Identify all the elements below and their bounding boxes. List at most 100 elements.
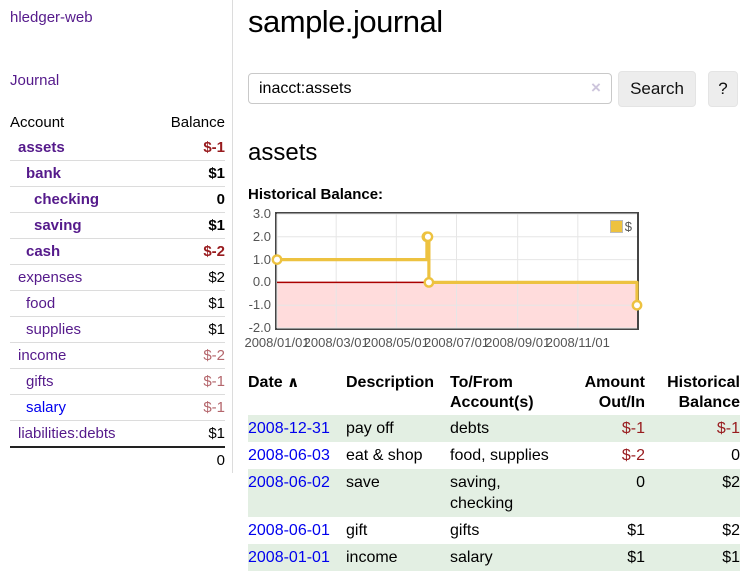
account-row-gifts: gifts $-1 <box>10 368 225 395</box>
account-row-cash: cash $-2 <box>10 238 225 265</box>
account-link[interactable]: food <box>26 295 56 312</box>
register-col-accounts: To/From Account(s) <box>450 374 534 411</box>
y-axis-tick-label: 2.0 <box>252 228 271 244</box>
y-axis-tick-label: -1.0 <box>248 297 271 313</box>
x-axis-tick-label: 2008/05/01 <box>363 335 429 350</box>
account-balance: $1 <box>152 212 225 239</box>
transaction-balance: $1 <box>645 544 740 571</box>
account-link[interactable]: gifts <box>26 373 54 390</box>
transaction-description: pay off <box>346 415 450 442</box>
sort-ascending-icon[interactable]: ∧ <box>287 374 300 391</box>
account-balance: $1 <box>152 316 225 343</box>
chart-legend: $ <box>609 219 632 234</box>
account-balance: $-1 <box>152 368 225 395</box>
transaction-accounts: debts <box>450 415 568 442</box>
account-row-income: income $-2 <box>10 342 225 369</box>
transaction-description: income <box>346 544 450 571</box>
transaction-description: eat & shop <box>346 447 423 464</box>
transaction-date-link[interactable]: 2008-06-02 <box>248 474 330 491</box>
register-table: Date ∧ Description To/From Account(s) Am… <box>248 371 740 571</box>
transaction-balance: $2 <box>645 469 740 517</box>
register-row: 2008-06-02 save saving, checking 0 $2 <box>248 469 740 517</box>
chart-canvas <box>271 213 643 329</box>
account-link[interactable]: checking <box>34 191 100 208</box>
register-col-balance: Historical Balance <box>667 374 740 411</box>
help-button[interactable]: ? <box>708 71 738 107</box>
legend-label: $ <box>624 219 632 234</box>
register-row: 2008-06-03 eat & shop food, supplies $-2 0 <box>248 442 740 469</box>
accounts-total-row: 0 <box>10 446 225 473</box>
account-link[interactable]: assets <box>18 139 65 156</box>
account-link[interactable]: expenses <box>18 269 83 286</box>
account-row-bank: bank $1 <box>10 160 225 187</box>
account-link[interactable]: salary <box>26 399 67 416</box>
transaction-amount: $1 <box>627 522 645 539</box>
account-row-salary: salary $-1 <box>10 394 225 421</box>
account-row-liabilities-debts: liabilities:debts $1 <box>10 420 225 447</box>
transaction-accounts: salary <box>450 544 568 571</box>
register-col-amount: Amount Out/In <box>584 374 645 411</box>
account-balance: $1 <box>152 160 225 187</box>
clear-search-icon[interactable]: × <box>591 78 601 97</box>
plot-area[interactable]: $ <box>271 212 643 330</box>
account-link[interactable]: bank <box>26 165 62 182</box>
search-button[interactable]: Search <box>618 71 696 107</box>
transaction-date-link[interactable]: 2008-06-01 <box>248 522 330 539</box>
transaction-date-link[interactable]: 2008-06-03 <box>248 447 330 464</box>
y-axis-tick-label: 1.0 <box>252 251 271 267</box>
chart-label: Historical Balance: <box>248 186 384 203</box>
search-input[interactable] <box>248 73 612 104</box>
accounts-table: Account Balance assets $-1 bank $1 checking 0… <box>10 110 225 473</box>
account-title: assets <box>248 139 318 166</box>
transaction-amount: 0 <box>568 469 645 517</box>
app-title-link[interactable]: hledger-web <box>10 9 93 26</box>
account-row-supplies: supplies $1 <box>10 316 225 343</box>
page-title: sample.journal <box>248 4 443 39</box>
y-axis-tick-label: -2.0 <box>248 320 271 335</box>
sidebar-item-journal[interactable]: Journal <box>10 72 60 89</box>
account-link[interactable]: liabilities:debts <box>18 425 116 442</box>
transaction-amount: $1 <box>568 544 645 571</box>
account-row-expenses: expenses $2 <box>10 264 225 291</box>
accounts-total-value: 0 <box>152 446 225 473</box>
account-link[interactable]: supplies <box>26 321 82 338</box>
account-link[interactable]: saving <box>34 217 82 234</box>
transaction-date-link[interactable]: 2008-12-31 <box>248 420 330 437</box>
x-axis-tick-label: 2008/01/01 <box>244 335 310 350</box>
account-link[interactable]: income <box>18 347 67 364</box>
transaction-balance: 0 <box>731 447 740 464</box>
account-row-assets: assets $-1 <box>10 135 225 161</box>
transaction-date-link[interactable]: 2008-01-01 <box>248 549 330 566</box>
account-balance: 0 <box>152 186 225 213</box>
account-row-food: food $1 <box>10 290 225 317</box>
register-col-date[interactable]: Date ∧ <box>248 374 300 391</box>
accounts-col-account: Account <box>10 114 65 131</box>
y-axis-tick-label: 0.0 <box>252 274 271 290</box>
account-balance: $2 <box>152 264 225 291</box>
account-row-saving: saving $1 <box>10 212 225 239</box>
legend-swatch-icon <box>609 220 623 233</box>
account-link[interactable]: cash <box>26 243 61 260</box>
transaction-amount: $-2 <box>621 447 645 464</box>
x-axis-tick-label: 2008/07/01 <box>423 335 490 350</box>
transaction-balance: $2 <box>722 522 740 539</box>
account-balance: $-2 <box>152 342 225 369</box>
transaction-accounts: food, supplies <box>450 447 549 464</box>
main-content: sample.journal × Search ? assets Histori… <box>244 0 742 571</box>
transaction-accounts: saving, checking <box>450 469 568 517</box>
register-col-description: Description <box>346 374 435 391</box>
account-balance: $-1 <box>152 394 225 421</box>
transaction-description: gift <box>346 522 368 539</box>
register-row: 2008-12-31 pay off debts $-1 $-1 <box>248 415 740 442</box>
transaction-amount: $-1 <box>568 415 645 442</box>
x-axis-tick-label: 2008/11/01 <box>545 335 610 350</box>
transaction-description: save <box>346 469 450 517</box>
transaction-accounts: gifts <box>450 522 480 539</box>
accounts-col-balance: Balance <box>170 114 225 131</box>
sidebar: hledger-web Journal Account Balance asse… <box>0 0 233 473</box>
y-axis-tick-label: 3.0 <box>252 206 271 221</box>
account-balance: $-2 <box>152 238 225 265</box>
account-balance: $1 <box>152 290 225 317</box>
account-row-checking: checking 0 <box>10 186 225 213</box>
search-form: × Search ? <box>248 71 742 109</box>
